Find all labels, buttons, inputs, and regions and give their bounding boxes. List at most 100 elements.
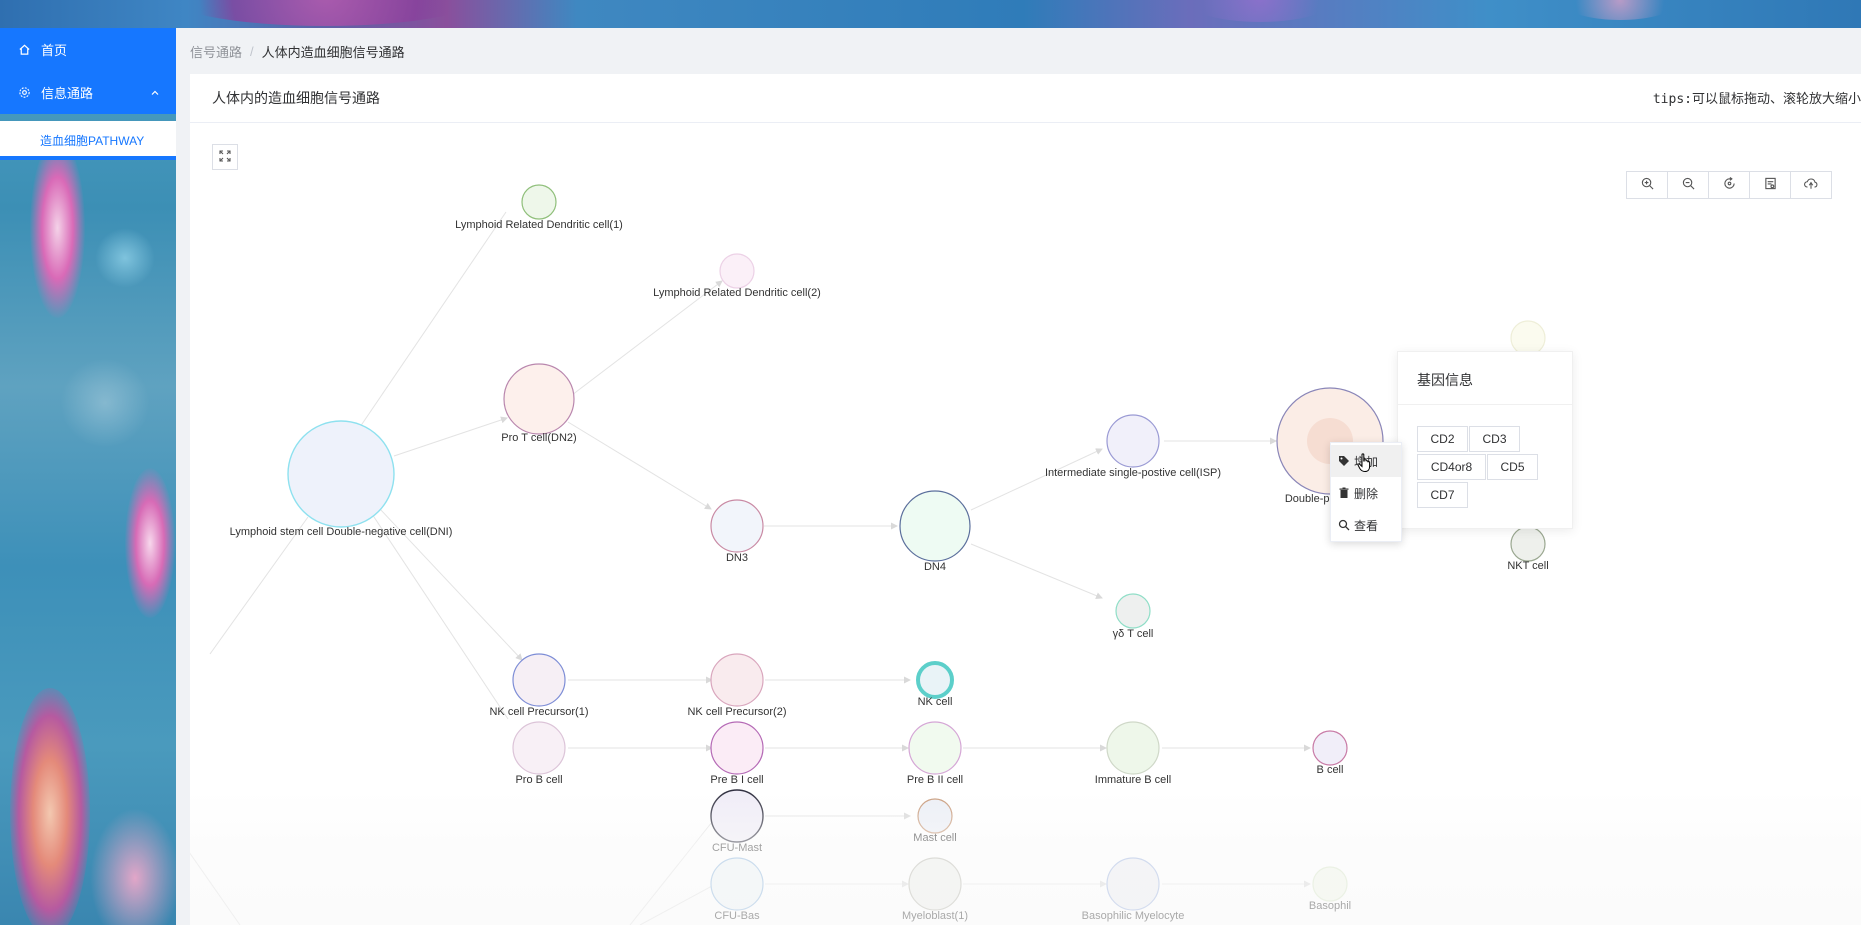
graph-node[interactable]: Pre B I cell <box>710 721 764 786</box>
edge <box>209 516 309 655</box>
graph-node[interactable]: NK cell Precursor(1) <box>489 653 589 718</box>
graph-toolbar <box>1626 171 1832 199</box>
chevron-up-icon <box>150 86 160 101</box>
divider <box>1398 404 1572 405</box>
gene-tag[interactable]: CD7 <box>1417 482 1468 508</box>
sidebar-item-label: 首页 <box>41 43 68 58</box>
node-label: Double-pos <box>1285 493 1342 505</box>
tips-text: tips:可以鼠标拖动、滚轮放大缩小 <box>1652 92 1861 107</box>
edge <box>379 508 523 661</box>
top-banner <box>0 0 1861 28</box>
edge <box>970 543 1103 599</box>
node-label: DN3 <box>726 552 748 564</box>
graph-node[interactable]: Immature B cell <box>1095 721 1171 786</box>
gene-tag[interactable]: CD2 <box>1417 426 1468 452</box>
hand-cursor-icon <box>1357 453 1373 476</box>
gene-info-panel: 基因信息 CD2 CD3 CD4or8 CD5 CD7 <box>1397 351 1573 529</box>
card-header: 人体内的造血细胞信号通路 tips:可以鼠标拖动、滚轮放大缩小 <box>190 74 1861 123</box>
graph-node[interactable]: Lymphoid Related Dendritic cell(1) <box>455 184 623 231</box>
zoom-in-icon <box>1641 177 1654 193</box>
home-icon <box>18 43 31 56</box>
gene-panel-title: 基因信息 <box>1417 372 1473 388</box>
graph-node[interactable]: NK cell <box>916 661 954 708</box>
graph-node[interactable]: Mast cell <box>913 798 957 844</box>
graph-node[interactable]: Pro T cell(DN2) <box>501 363 577 444</box>
graph-node[interactable]: Lymphoid stem cell Double-negative cell(… <box>230 420 453 538</box>
search-icon <box>1338 519 1350 531</box>
node-label: NK cell Precursor(1) <box>489 706 588 718</box>
main-card: 人体内的造血细胞信号通路 tips:可以鼠标拖动、滚轮放大缩小 <box>190 74 1861 925</box>
refresh-button[interactable] <box>1708 171 1750 199</box>
node-label: Intermediate single-postive cell(ISP) <box>1045 467 1221 479</box>
graph-node[interactable]: NK cell Precursor(2) <box>687 653 787 718</box>
context-menu-label: 查看 <box>1354 518 1379 533</box>
edge <box>639 885 713 925</box>
node-label: Pre B II cell <box>907 774 963 786</box>
image-icon <box>1764 177 1777 193</box>
download-button[interactable] <box>1790 171 1832 199</box>
node-label: NKT cell <box>1507 560 1548 572</box>
edge <box>970 448 1103 511</box>
graph-node[interactable]: Intermediate single-postive cell(ISP) <box>1045 414 1221 479</box>
context-menu-delete[interactable]: 删除 <box>1331 477 1401 509</box>
sidebar: 首页 信息通路 造血细胞PATHWAY <box>0 28 176 925</box>
page-title: 人体内的造血细胞信号通路 <box>212 90 380 106</box>
node-label: CFU-Bas <box>714 910 760 922</box>
graph-node[interactable]: CFU-Mast <box>710 789 764 854</box>
context-menu-label: 删除 <box>1354 486 1379 501</box>
edge <box>359 211 507 428</box>
active-indicator <box>0 156 176 160</box>
graph-node[interactable]: DN3 <box>710 499 764 564</box>
sidebar-item-home[interactable]: 首页 <box>0 28 176 71</box>
graph-node[interactable]: Basophil <box>1309 866 1351 912</box>
zoom-out-icon <box>1682 177 1695 193</box>
edge <box>629 821 713 925</box>
graph-node[interactable]: Pro B cell <box>512 721 566 786</box>
save-image-button[interactable] <box>1749 171 1791 199</box>
breadcrumb-current: 人体内造血细胞信号通路 <box>261 44 405 60</box>
sidebar-subitem-pathway[interactable]: 造血细胞PATHWAY <box>0 121 176 160</box>
breadcrumb-separator: / <box>250 43 254 59</box>
graph-node[interactable] <box>1510 320 1546 356</box>
node-label: CFU-Mast <box>712 842 762 854</box>
node-label: Basophilic Myelocyte <box>1082 910 1185 922</box>
gear-icon <box>18 86 31 99</box>
node-label: Lymphoid Related Dendritic cell(2) <box>653 287 821 299</box>
gene-tag[interactable]: CD5 <box>1487 454 1538 480</box>
graph-node[interactable]: DN4 <box>899 490 971 573</box>
sidebar-item-label: 信息通路 <box>41 86 94 101</box>
node-label: γδ T cell <box>1113 628 1154 640</box>
graph-node[interactable]: γδ T cell <box>1113 593 1154 640</box>
graph-node[interactable]: Lymphoid Related Dendritic cell(2) <box>653 253 821 299</box>
graph-node[interactable]: Myeloblast(1) <box>902 857 968 922</box>
zoom-in-button[interactable] <box>1626 171 1668 199</box>
pathway-graph[interactable]: Lymphoid Related Dendritic cell(1) Lymph… <box>190 74 1861 925</box>
tag-icon <box>1338 455 1350 467</box>
edge <box>190 852 241 925</box>
gene-tag[interactable]: CD3 <box>1469 426 1520 452</box>
download-icon <box>1804 177 1818 193</box>
sidebar-item-pathway[interactable]: 信息通路 <box>0 71 176 114</box>
node-label: DN4 <box>924 561 946 573</box>
edge <box>571 280 723 396</box>
node-label: Immature B cell <box>1095 774 1171 786</box>
node-label: Mast cell <box>913 832 956 844</box>
graph-node[interactable]: CFU-Bas <box>710 857 764 922</box>
graph-node[interactable]: Basophilic Myelocyte <box>1082 857 1185 922</box>
node-label: Lymphoid stem cell Double-negative cell(… <box>230 526 453 538</box>
trash-icon <box>1338 487 1350 499</box>
graph-node[interactable]: NKT cell <box>1507 526 1549 572</box>
refresh-icon <box>1723 177 1736 193</box>
node-label: NK cell Precursor(2) <box>687 706 786 718</box>
edge <box>371 513 509 720</box>
node-label: Pro T cell(DN2) <box>501 432 576 444</box>
gene-tag[interactable]: CD4or8 <box>1417 454 1486 480</box>
context-menu-view[interactable]: 查看 <box>1331 509 1401 541</box>
graph-node[interactable]: Pre B II cell <box>907 721 963 786</box>
node-label: Myeloblast(1) <box>902 910 968 922</box>
zoom-out-button[interactable] <box>1667 171 1709 199</box>
expand-icon <box>219 149 231 165</box>
graph-node[interactable]: B cell <box>1312 730 1348 776</box>
breadcrumb-parent[interactable]: 信号通路 <box>190 44 243 60</box>
fullscreen-button[interactable] <box>212 144 238 170</box>
